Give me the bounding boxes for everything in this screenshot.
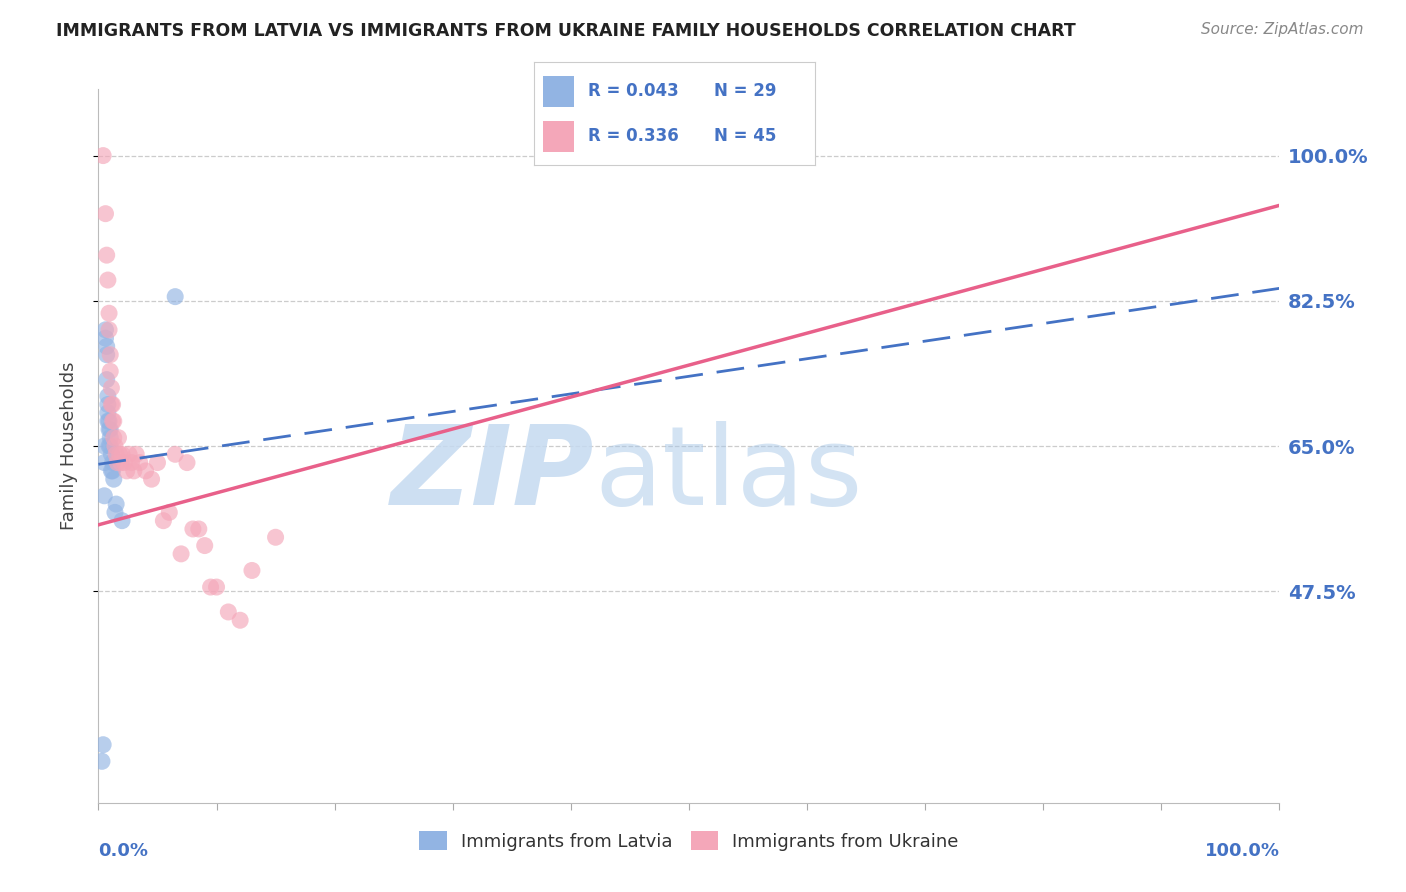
Point: [94, 331, 117, 345]
Point: [101, 456, 124, 470]
Point: [98, 323, 121, 337]
Point: [240, 564, 263, 578]
Point: [97, 406, 120, 420]
Point: [98, 422, 121, 436]
Point: [181, 522, 204, 536]
Point: [96, 339, 118, 353]
Point: [108, 447, 131, 461]
Point: [98, 414, 121, 428]
Legend: Immigrants from Latvia, Immigrants from Ukraine: Immigrants from Latvia, Immigrants from …: [412, 824, 966, 858]
Text: R = 0.336: R = 0.336: [588, 128, 679, 145]
Point: [100, 397, 122, 411]
Point: [112, 456, 135, 470]
Point: [146, 456, 169, 470]
Point: [103, 472, 125, 486]
Point: [91, 754, 114, 768]
Text: IMMIGRANTS FROM LATVIA VS IMMIGRANTS FROM UKRAINE FAMILY HOUSEHOLDS CORRELATION : IMMIGRANTS FROM LATVIA VS IMMIGRANTS FRO…: [56, 22, 1076, 40]
Point: [96, 348, 118, 362]
Point: [98, 364, 121, 378]
Point: [94, 323, 117, 337]
Point: [111, 514, 134, 528]
Point: [91, 148, 114, 162]
Point: [100, 447, 122, 461]
Point: [141, 472, 163, 486]
Point: [103, 414, 125, 428]
Text: ZIP: ZIP: [391, 421, 595, 528]
Text: N = 45: N = 45: [714, 128, 776, 145]
Point: [96, 373, 118, 387]
Point: [98, 431, 121, 445]
Text: 100.0%: 100.0%: [1205, 842, 1279, 860]
Point: [170, 547, 193, 561]
Text: Source: ZipAtlas.com: Source: ZipAtlas.com: [1201, 22, 1364, 37]
Point: [187, 522, 209, 536]
Point: [98, 422, 121, 436]
Point: [157, 505, 180, 519]
Point: [100, 381, 122, 395]
Point: [105, 447, 128, 461]
Point: [122, 464, 145, 478]
Point: [101, 464, 124, 478]
Point: [98, 348, 121, 362]
Point: [121, 456, 143, 470]
Point: [97, 397, 120, 411]
Point: [100, 464, 122, 478]
Point: [98, 439, 121, 453]
Point: [111, 447, 134, 461]
Point: [105, 497, 128, 511]
Point: [128, 456, 150, 470]
Point: [91, 738, 114, 752]
Point: [118, 447, 141, 461]
Point: [97, 414, 120, 428]
Text: atlas: atlas: [595, 421, 863, 528]
Point: [152, 514, 174, 528]
Point: [101, 397, 124, 411]
Point: [115, 464, 138, 478]
Point: [110, 456, 132, 470]
Text: R = 0.043: R = 0.043: [588, 82, 679, 100]
Point: [94, 207, 117, 221]
FancyBboxPatch shape: [543, 121, 574, 152]
Y-axis label: Family Households: Family Households: [59, 362, 77, 530]
Point: [107, 431, 129, 445]
Point: [93, 456, 115, 470]
Point: [205, 580, 228, 594]
Point: [135, 464, 157, 478]
Point: [104, 505, 127, 519]
Point: [97, 389, 120, 403]
Point: [104, 439, 127, 453]
Point: [165, 290, 187, 304]
Point: [217, 605, 239, 619]
Point: [165, 447, 187, 461]
Point: [93, 439, 115, 453]
Point: [176, 456, 198, 470]
Point: [194, 539, 217, 553]
Point: [105, 456, 128, 470]
Point: [96, 248, 118, 262]
Point: [93, 489, 115, 503]
Point: [229, 613, 252, 627]
Point: [200, 580, 222, 594]
Point: [98, 306, 121, 320]
Point: [101, 414, 124, 428]
Point: [103, 431, 125, 445]
Point: [97, 273, 120, 287]
Point: [98, 439, 121, 453]
Text: N = 29: N = 29: [714, 82, 776, 100]
Text: 0.0%: 0.0%: [98, 842, 149, 860]
FancyBboxPatch shape: [543, 76, 574, 106]
Point: [264, 530, 287, 544]
Point: [125, 447, 148, 461]
